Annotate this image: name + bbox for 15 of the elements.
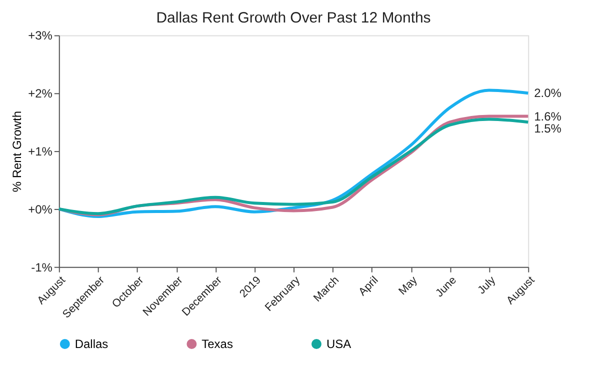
data-label: 1.5% (534, 121, 562, 136)
y-tick-label: -1% (31, 260, 53, 274)
legend-label: Texas (202, 336, 233, 351)
y-tick-label: +2% (28, 86, 53, 101)
y-tick-label: +1% (28, 144, 53, 159)
data-label: 2.0% (534, 86, 562, 100)
chart-title: Dallas Rent Growth Over Past 12 Months (156, 9, 431, 26)
x-tick-label: July (476, 274, 498, 297)
y-axis-title: % Rent Growth (10, 110, 24, 192)
legend-label: USA (326, 336, 352, 351)
y-tick-label: +0% (28, 202, 53, 216)
legend-label: Dallas (74, 336, 108, 351)
x-tick-label: May (396, 274, 420, 298)
y-tick-label: +3% (28, 28, 53, 43)
data-label: 1.6% (534, 109, 562, 124)
